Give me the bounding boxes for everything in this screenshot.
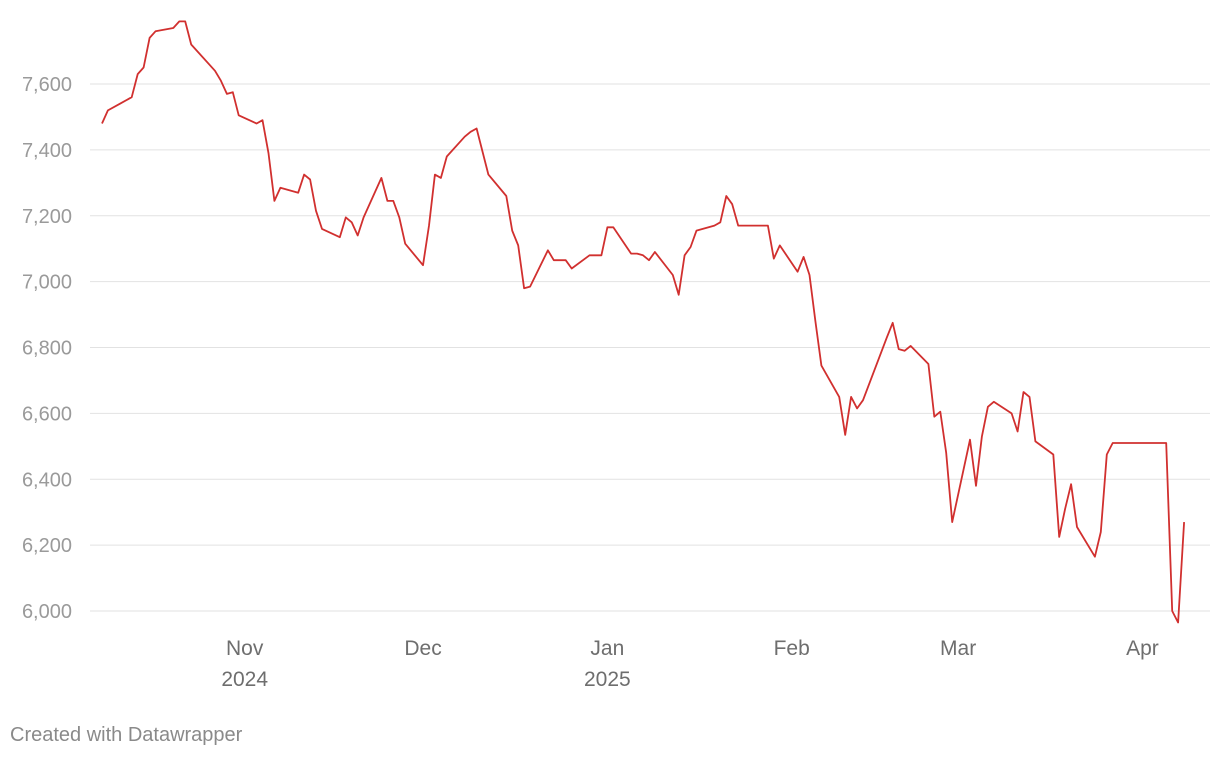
- footer-credit: Created with Datawrapper: [10, 724, 243, 746]
- y-tick-label: 7,600: [22, 74, 72, 96]
- x-tick-label: Dec: [404, 637, 441, 660]
- gridlines: [90, 83, 1210, 612]
- x-tick-label: Jan: [590, 637, 624, 660]
- x-tick-label: Apr: [1126, 637, 1159, 660]
- y-tick-label: 6,200: [22, 535, 72, 557]
- series-line-0: [101, 20, 1185, 624]
- y-tick-label: 6,800: [22, 338, 72, 360]
- x-tick-year-label: 2025: [584, 668, 631, 691]
- y-axis-ticks: 6,000 6,200 6,400 6,600 6,800 7,000 7,200 7,400…: [22, 74, 72, 623]
- line-chart: 6,000 6,200 6,400 6,600 6,800 7,000 7,200 7,400…: [22, 20, 1210, 691]
- x-tick-year-label: 2024: [221, 668, 268, 691]
- x-tick-label: Mar: [940, 637, 976, 660]
- y-tick-label: 7,400: [22, 140, 72, 162]
- y-tick-label: 6,000: [22, 601, 72, 623]
- x-axis-ticks: Nov 2024 Dec Jan 2025 Feb Mar Apr: [221, 637, 1158, 691]
- y-tick-label: 7,000: [22, 272, 72, 294]
- y-tick-label: 6,600: [22, 403, 72, 425]
- x-tick-label: Feb: [774, 637, 810, 660]
- x-tick-label: Nov: [226, 637, 264, 660]
- y-tick-label: 7,200: [22, 206, 72, 228]
- series-layer: [101, 20, 1185, 624]
- y-tick-label: 6,400: [22, 469, 72, 491]
